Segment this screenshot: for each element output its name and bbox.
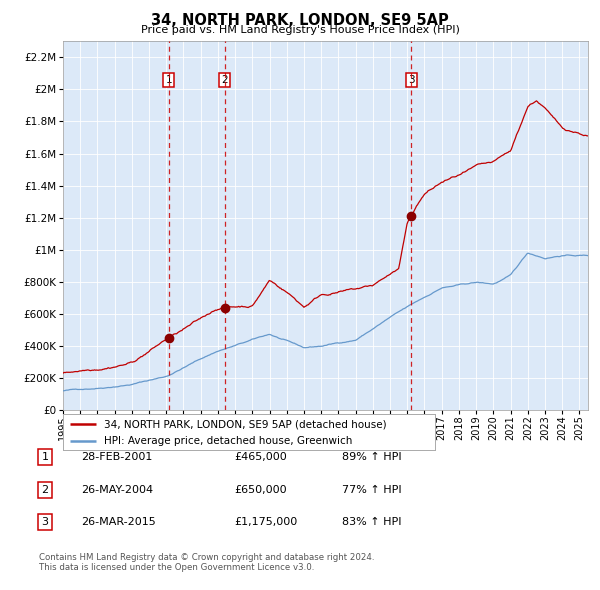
Text: 28-FEB-2001: 28-FEB-2001 [81, 453, 152, 462]
Text: 3: 3 [408, 75, 415, 85]
Text: 1: 1 [41, 453, 49, 462]
Text: £1,175,000: £1,175,000 [234, 517, 297, 527]
Text: HPI: Average price, detached house, Greenwich: HPI: Average price, detached house, Gree… [104, 436, 352, 445]
Text: 77% ↑ HPI: 77% ↑ HPI [342, 485, 401, 494]
Text: 1: 1 [166, 75, 172, 85]
Text: 89% ↑ HPI: 89% ↑ HPI [342, 453, 401, 462]
Text: £465,000: £465,000 [234, 453, 287, 462]
Text: 34, NORTH PARK, LONDON, SE9 5AP (detached house): 34, NORTH PARK, LONDON, SE9 5AP (detache… [104, 419, 386, 429]
Text: 2: 2 [221, 75, 228, 85]
Text: Price paid vs. HM Land Registry's House Price Index (HPI): Price paid vs. HM Land Registry's House … [140, 25, 460, 35]
Text: 34, NORTH PARK, LONDON, SE9 5AP: 34, NORTH PARK, LONDON, SE9 5AP [151, 13, 449, 28]
Text: 2: 2 [41, 485, 49, 494]
Text: 26-MAR-2015: 26-MAR-2015 [81, 517, 156, 527]
Text: 3: 3 [41, 517, 49, 527]
Text: This data is licensed under the Open Government Licence v3.0.: This data is licensed under the Open Gov… [39, 563, 314, 572]
Text: 83% ↑ HPI: 83% ↑ HPI [342, 517, 401, 527]
Text: 26-MAY-2004: 26-MAY-2004 [81, 485, 153, 494]
Text: Contains HM Land Registry data © Crown copyright and database right 2024.: Contains HM Land Registry data © Crown c… [39, 553, 374, 562]
Text: £650,000: £650,000 [234, 485, 287, 494]
